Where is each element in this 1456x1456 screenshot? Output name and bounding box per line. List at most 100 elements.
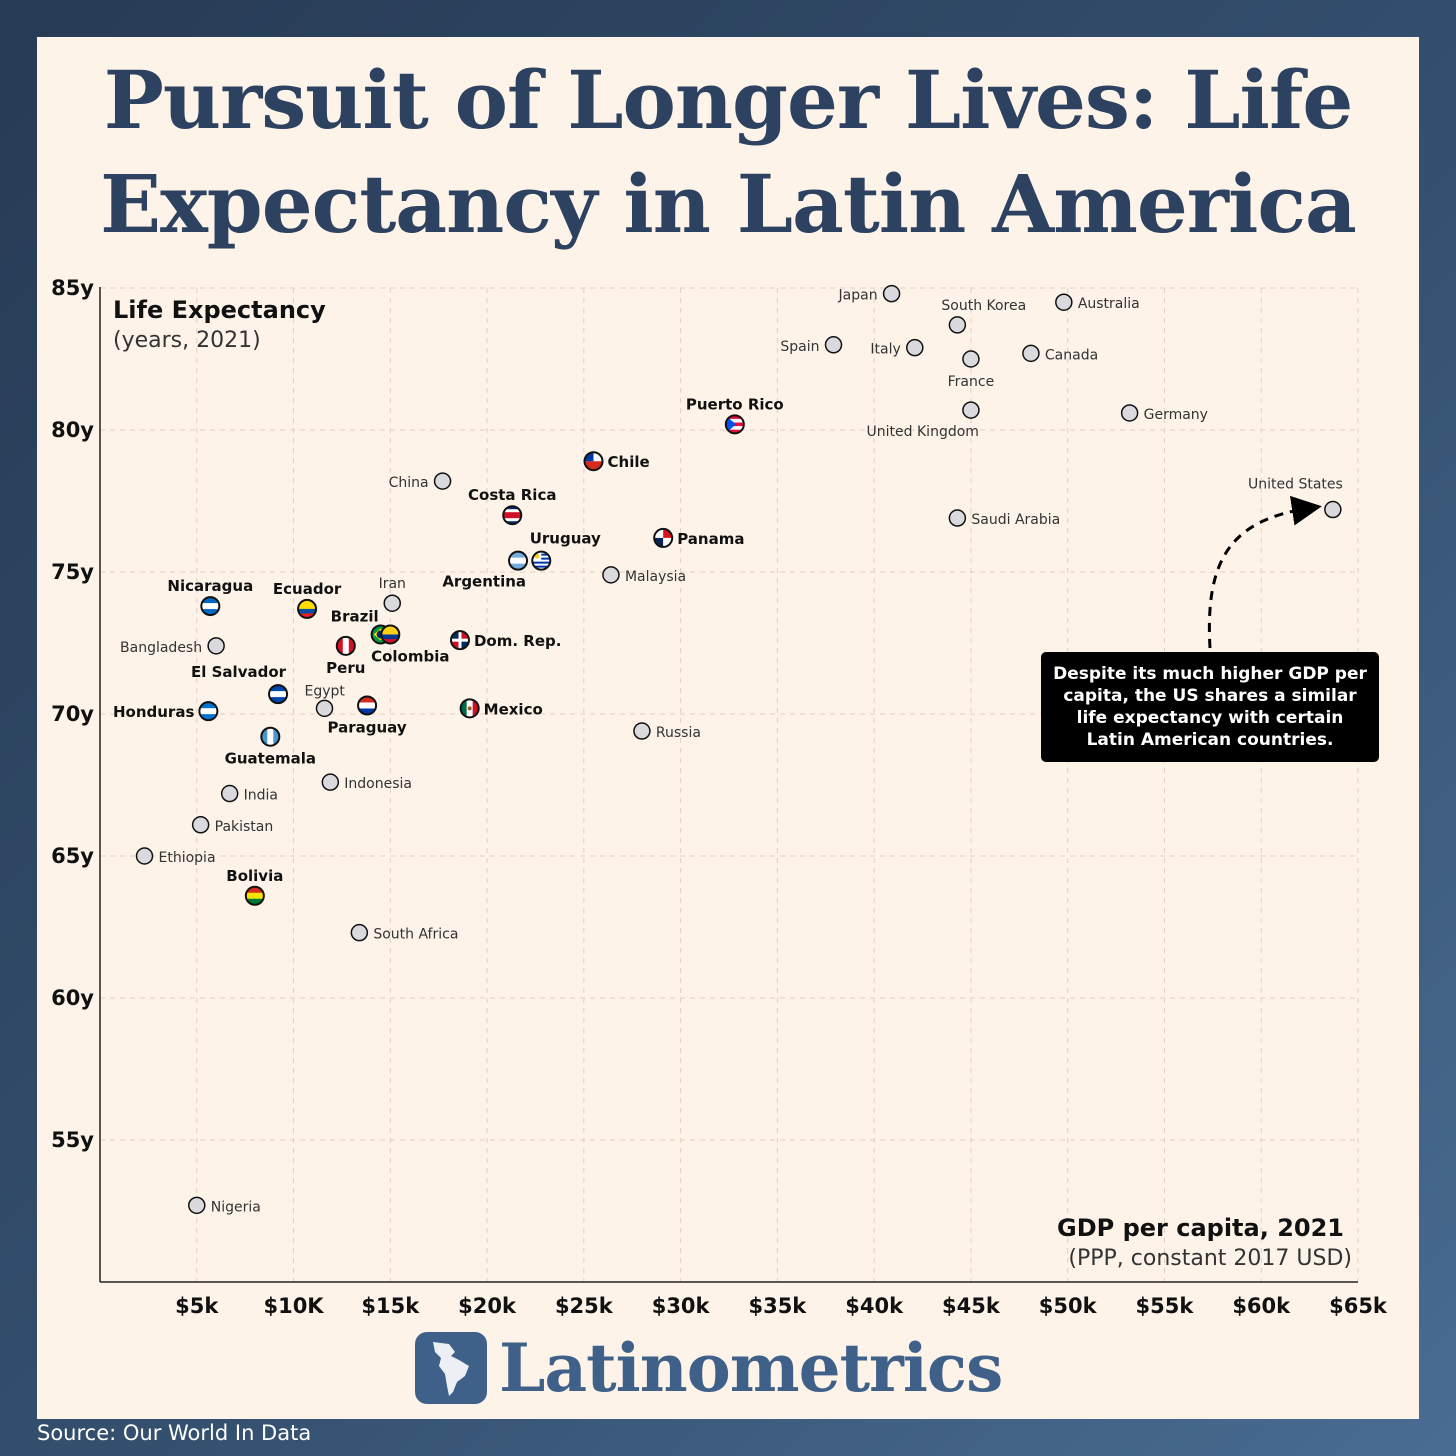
chart-title: Pursuit of Longer Lives: Life Expectancy…: [100, 53, 1357, 251]
point-label: Panama: [677, 530, 744, 548]
point-france: France: [948, 350, 994, 390]
y-tick-label: 80y: [51, 418, 94, 442]
point-label: El Salvador: [191, 663, 287, 681]
point-ethiopia: Ethiopia: [135, 847, 216, 866]
point-nigeria: Nigeria: [188, 1196, 261, 1215]
point-label: Puerto Rico: [686, 395, 784, 413]
point-label: Chile: [608, 453, 650, 471]
point-germany: Germany: [1120, 404, 1208, 423]
y-tick-label: 60y: [51, 986, 94, 1010]
point-label: Pakistan: [215, 819, 274, 835]
point-label: Guatemala: [225, 750, 316, 768]
point-label: Russia: [656, 725, 701, 741]
point-honduras: Honduras: [113, 701, 219, 722]
point-label: China: [389, 475, 429, 491]
grid-lines: [100, 287, 1359, 1282]
point-italy: Italy: [870, 338, 924, 358]
x-tick-label: $50k: [1039, 1294, 1098, 1318]
x-axis-title: GDP per capita, 2021: [1057, 1214, 1344, 1242]
point-japan: Japan: [838, 284, 901, 304]
x-tick-label: $15k: [361, 1294, 420, 1318]
y-tick-label: 55y: [51, 1128, 94, 1152]
point-label: Ecuador: [273, 580, 342, 598]
point-chile: Chile: [583, 451, 650, 472]
point-label: Paraguay: [328, 718, 407, 736]
point-label: United Kingdom: [867, 424, 979, 440]
point-bangladesh: Bangladesh: [120, 637, 225, 656]
x-tick-label: $25k: [555, 1294, 614, 1318]
point-spain: Spain: [780, 336, 843, 355]
point-costa-rica: Costa Rica: [468, 486, 556, 526]
x-tick-label: $10K: [263, 1294, 324, 1318]
point-label: Argentina: [442, 573, 526, 591]
point-label: Brazil: [331, 607, 379, 625]
point-bolivia: Bolivia: [226, 867, 283, 906]
point-china: China: [389, 472, 452, 491]
annotation-box: Despite its much higher GDP per capita, …: [1041, 652, 1379, 762]
x-axis-subtitle: (PPP, constant 2017 USD): [1068, 1246, 1352, 1271]
x-tick-label: $60k: [1232, 1294, 1291, 1318]
point-peru: Peru: [326, 635, 365, 677]
point-pakistan: Pakistan: [191, 816, 274, 835]
point-puerto-rico: Puerto Rico: [686, 395, 784, 435]
point-label: Mexico: [484, 700, 543, 718]
latam-map-icon: [415, 1332, 487, 1404]
point-canada: Canada: [1022, 344, 1098, 363]
point-label: Italy: [870, 342, 900, 358]
brand-logo-group: Latinometrics: [415, 1328, 1003, 1408]
point-nicaragua: Nicaragua: [167, 577, 253, 617]
point-label: Honduras: [113, 703, 194, 721]
y-tick-label: 85y: [51, 276, 94, 300]
point-india: India: [220, 784, 278, 804]
x-tick-label: $35k: [748, 1294, 807, 1318]
point-paraguay: Paraguay: [328, 695, 407, 736]
point-south-africa: South Africa: [350, 923, 458, 943]
point-label: Peru: [326, 659, 365, 677]
point-guatemala: Guatemala: [225, 726, 316, 768]
point-label: Spain: [780, 339, 819, 355]
point-ecuador: Ecuador: [273, 580, 342, 619]
point-united-states: United States: [1248, 477, 1343, 519]
x-tick-label: $30k: [652, 1294, 711, 1318]
annotation-arrow: [1207, 495, 1322, 649]
point-label: Uruguay: [530, 530, 601, 548]
point-label: Japan: [838, 288, 878, 304]
point-label: Germany: [1144, 407, 1208, 423]
point-label: South Korea: [941, 298, 1026, 314]
source-note: Source: Our World In Data: [37, 1421, 312, 1445]
point-dom-rep: Dom. Rep.: [449, 630, 561, 651]
point-label: Egypt: [305, 683, 346, 699]
point-label: India: [244, 788, 278, 804]
point-saudi-arabia: Saudi Arabia: [948, 509, 1060, 528]
point-label: Bolivia: [226, 867, 283, 885]
point-indonesia: Indonesia: [321, 773, 412, 792]
point-panama: Panama: [653, 527, 744, 548]
point-malaysia: Malaysia: [602, 566, 686, 585]
point-el-salvador: El Salvador: [191, 663, 289, 705]
point-label: Dom. Rep.: [474, 632, 561, 650]
point-label: Nigeria: [211, 1199, 261, 1215]
y-axis-title: Life Expectancy: [113, 296, 326, 324]
y-tick-label: 70y: [51, 702, 94, 726]
point-label: Ethiopia: [159, 850, 216, 866]
point-label: Bangladesh: [120, 640, 202, 656]
point-uruguay: Uruguay: [530, 530, 601, 571]
point-label: Indonesia: [344, 776, 412, 792]
x-tick-label: $45k: [942, 1294, 1001, 1318]
point-iran: Iran: [379, 576, 406, 612]
x-tick-label: $65k: [1329, 1294, 1388, 1318]
point-label: Malaysia: [625, 569, 686, 585]
point-label: Nicaragua: [167, 577, 253, 595]
point-south-korea: South Korea: [941, 298, 1026, 334]
x-tick-label: $55k: [1136, 1294, 1195, 1318]
y-tick-label: 75y: [51, 560, 94, 584]
point-label: South Africa: [373, 927, 458, 943]
point-united-kingdom: United Kingdom: [867, 401, 980, 440]
x-tick-label: $5k: [175, 1294, 219, 1318]
point-label: Saudi Arabia: [971, 512, 1060, 528]
brand-name: Latinometrics: [499, 1329, 1003, 1407]
point-label: United States: [1248, 477, 1343, 493]
x-tick-label: $20k: [458, 1294, 517, 1318]
point-argentina: Argentina: [442, 550, 529, 591]
